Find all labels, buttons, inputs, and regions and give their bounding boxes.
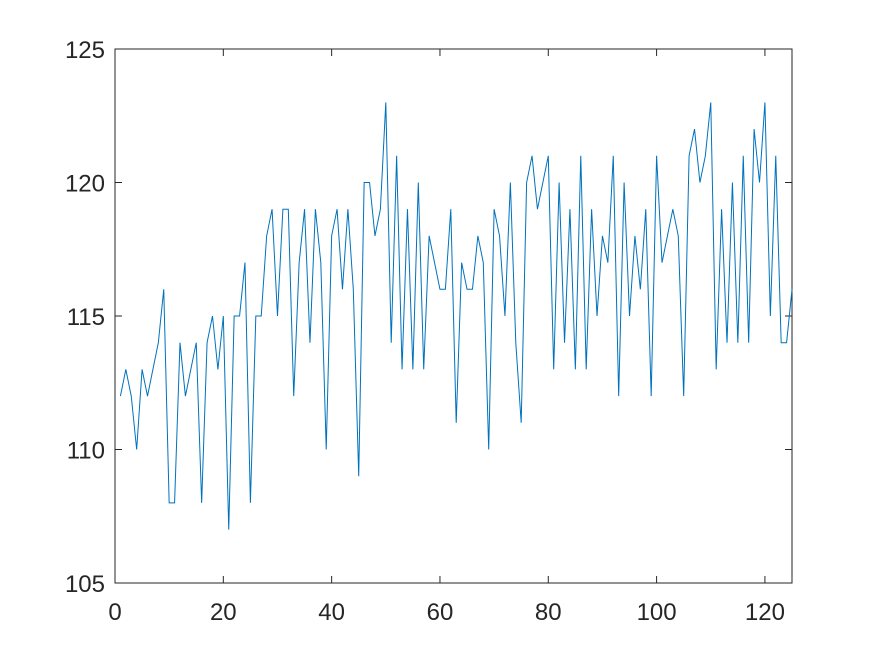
x-tick-label: 60 <box>427 599 454 626</box>
y-tick-label: 110 <box>67 438 105 465</box>
x-tick-label: 40 <box>318 599 345 626</box>
x-tick-label: 20 <box>210 599 237 626</box>
y-tick-label: 105 <box>65 571 105 598</box>
data-line <box>119 102 793 530</box>
x-tick-label: 120 <box>745 599 785 626</box>
x-tick-label: 80 <box>535 599 562 626</box>
y-tick-label: 115 <box>67 304 105 331</box>
y-tick-label: 120 <box>65 171 105 198</box>
x-tick-label: 100 <box>637 599 677 626</box>
x-tick-label: 0 <box>108 599 121 626</box>
y-tick-label: 125 <box>65 37 105 64</box>
